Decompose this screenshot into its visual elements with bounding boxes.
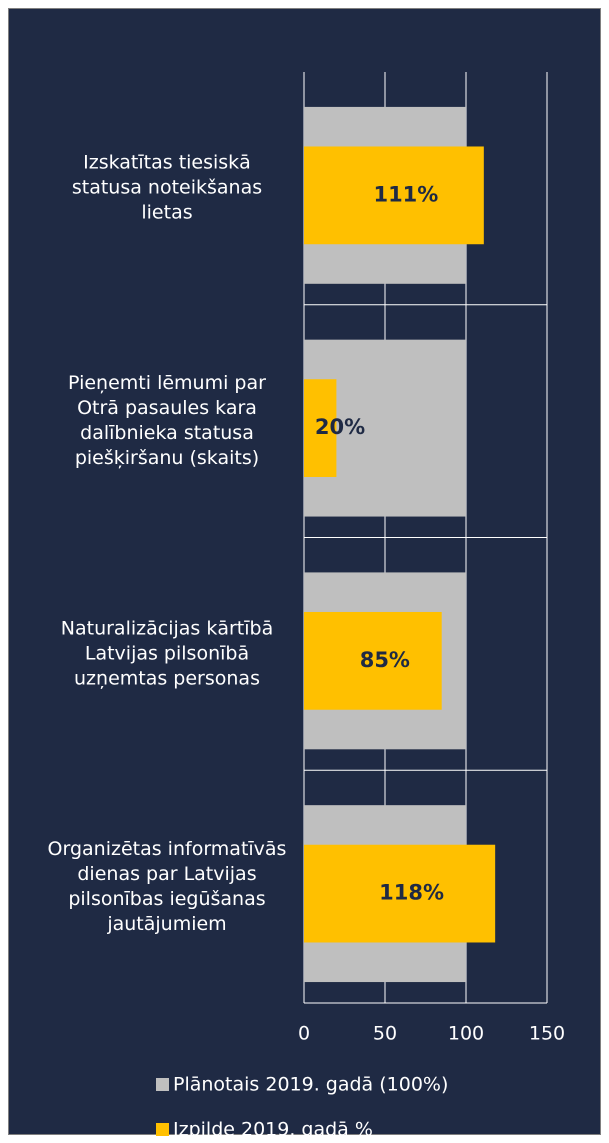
bar xyxy=(304,146,484,245)
x-tick-label: 100 xyxy=(448,1023,484,1045)
x-tick-label: 0 xyxy=(298,1023,310,1045)
legend-swatch xyxy=(156,1078,169,1091)
bar xyxy=(304,379,337,477)
bar xyxy=(304,611,442,710)
legend-label: Plānotais 2019. gadā (100%) xyxy=(173,1074,448,1096)
data-label: 85% xyxy=(360,648,410,672)
category-label: Organizētas informatīvās dienas par Latv… xyxy=(47,837,287,935)
bar xyxy=(304,844,496,943)
legend-label: Izpilde 2019. gadā % xyxy=(173,1119,373,1141)
category-label: Izskatītas tiesiskā statusa noteikšanas … xyxy=(71,151,263,224)
category-label: Pieņemti lēmumi par Otrā pasaules kara d… xyxy=(68,372,266,470)
data-label: 111% xyxy=(373,182,438,206)
data-label: 20% xyxy=(315,415,365,439)
x-tick-label: 50 xyxy=(373,1023,397,1045)
data-label: 118% xyxy=(379,881,444,905)
x-tick-label: 150 xyxy=(529,1023,565,1045)
legend-swatch xyxy=(156,1123,169,1136)
category-label: Naturalizācijas kārtībā Latvijas pilsonī… xyxy=(60,617,274,690)
